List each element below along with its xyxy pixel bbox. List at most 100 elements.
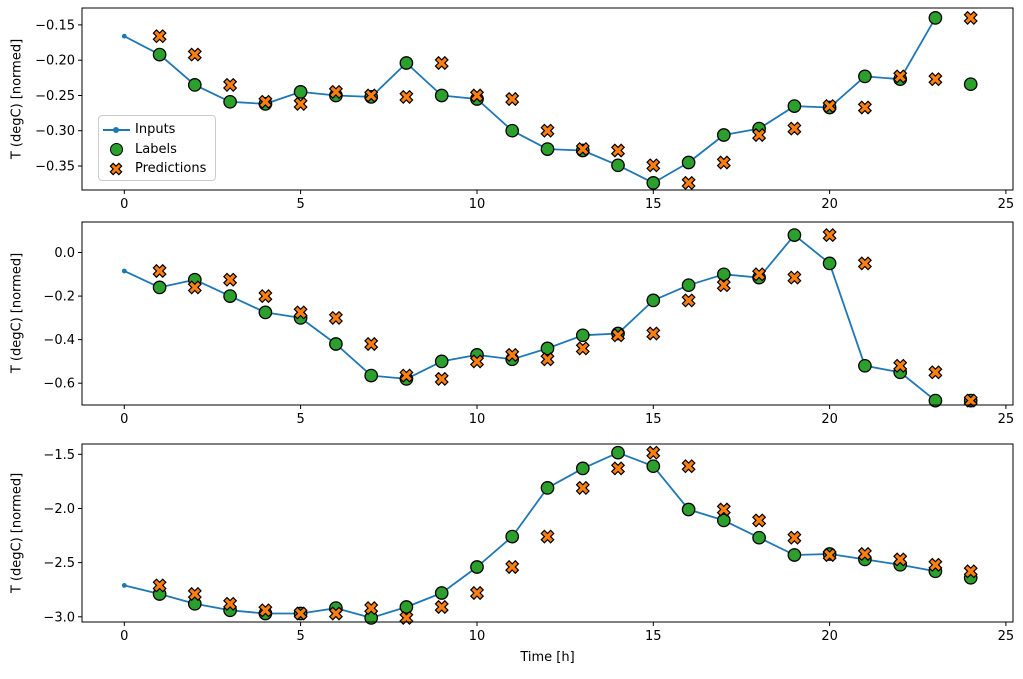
labels-point <box>470 560 484 574</box>
x-tick-label: 25 <box>998 412 1015 427</box>
labels-point <box>540 142 555 156</box>
y-tick-label: −0.2 <box>43 290 75 305</box>
x-tick-label: 20 <box>821 197 838 212</box>
predictions-point <box>540 123 555 138</box>
x-tick-label: 20 <box>821 629 838 644</box>
predictions-point <box>893 69 908 84</box>
y-tick-label: −2.5 <box>43 556 75 571</box>
predictions-point <box>434 599 449 615</box>
predictions-point <box>716 278 731 293</box>
y-tick-label: −0.35 <box>35 160 75 175</box>
predictions-point <box>364 601 379 616</box>
predictions-point <box>893 358 908 373</box>
predictions-point <box>787 530 802 545</box>
x-tick-label: 25 <box>998 629 1015 644</box>
labels-point <box>963 77 978 92</box>
x-tick-label: 15 <box>645 412 662 427</box>
predictions-point <box>716 155 731 170</box>
predictions-point <box>822 228 837 243</box>
predictions-point <box>258 603 273 618</box>
labels-point <box>329 337 343 351</box>
labels-point <box>575 461 590 476</box>
labels-point <box>575 328 590 343</box>
inputs-line <box>123 234 936 402</box>
labels-point <box>752 530 766 545</box>
labels-point <box>540 341 555 356</box>
labels-point <box>611 158 625 173</box>
predictions-point <box>646 158 661 173</box>
axes-frame <box>81 221 1014 406</box>
predictions-point <box>540 352 555 367</box>
x-tick-label: 10 <box>469 629 486 644</box>
y-axis-label-subplot-2: T (degC) [normed] <box>9 252 25 374</box>
predictions-point <box>540 529 555 544</box>
predictions-point <box>399 610 414 625</box>
predictions-point <box>469 354 485 369</box>
predictions-point <box>752 127 767 143</box>
predictions-point <box>505 347 520 362</box>
labels-point <box>928 393 943 408</box>
y-tick-label: 0.0 <box>54 246 75 261</box>
subplot-2: 0 5 10 15 20 25 0.0 −0.2 −0.4 −0.6 <box>43 221 1015 427</box>
labels-point <box>399 600 414 614</box>
predictions-point <box>928 72 943 87</box>
labels-point <box>716 267 731 282</box>
inputs-point <box>121 583 127 588</box>
inputs-point <box>121 33 127 39</box>
predictions-point <box>963 10 978 25</box>
predictions-point <box>364 336 379 352</box>
labels-point <box>505 123 520 138</box>
x-tick-label: 15 <box>645 629 662 644</box>
labels-point <box>646 176 661 190</box>
predictions-point <box>152 263 167 279</box>
predictions-point <box>857 256 872 271</box>
predictions-point <box>293 606 308 621</box>
labels-point <box>540 481 555 495</box>
labels-point <box>293 85 308 99</box>
labels-point <box>364 368 379 383</box>
y-axis-label-subplot-1: T (degC) [normed] <box>9 38 25 160</box>
labels-point <box>787 548 802 562</box>
predictions-point <box>575 480 590 495</box>
predictions-point <box>505 91 520 107</box>
labels-point <box>787 228 802 242</box>
x-tick-label: 20 <box>821 412 838 427</box>
y-tick-label: −0.20 <box>35 54 75 69</box>
predictions-point <box>505 559 520 575</box>
inputs-line <box>124 451 936 619</box>
axes-frame <box>81 7 1014 191</box>
predictions-point <box>928 365 943 380</box>
x-tick-label: 25 <box>998 197 1015 212</box>
x-tick-label: 5 <box>296 629 304 644</box>
legend: Inputs Labels Predictions <box>98 115 216 181</box>
labels-point <box>681 278 696 293</box>
labels-point <box>681 502 696 517</box>
labels-point <box>646 293 661 308</box>
y-axis-label-subplot-3: T (degC) [normed] <box>9 472 25 594</box>
legend-item-predictions: Predictions <box>102 159 215 179</box>
predictions-point <box>328 606 343 621</box>
predictions-point <box>399 89 414 104</box>
predictions-point <box>328 84 343 99</box>
predictions-point <box>293 305 308 320</box>
labels-point <box>928 11 943 25</box>
predictions-point <box>223 77 238 92</box>
labels-point <box>681 155 696 170</box>
x-tick-label: 5 <box>296 197 304 212</box>
predictions-point <box>681 293 696 308</box>
predictions-point <box>187 280 202 295</box>
x-tick-label: 0 <box>120 629 128 644</box>
predictions-point <box>258 94 273 109</box>
labels-point <box>822 256 837 271</box>
x-axis-label: Time [h] <box>520 650 575 665</box>
predictions-point <box>610 328 626 343</box>
predictions-point <box>752 267 767 282</box>
predictions-point <box>893 552 908 567</box>
x-tick-label: 10 <box>469 197 486 212</box>
predictions-point <box>434 55 449 71</box>
labels-point <box>223 94 237 109</box>
inputs-line-icon <box>102 120 130 140</box>
predictions-point <box>822 547 837 563</box>
predictions-point <box>293 96 308 111</box>
predictions-point <box>928 557 943 572</box>
